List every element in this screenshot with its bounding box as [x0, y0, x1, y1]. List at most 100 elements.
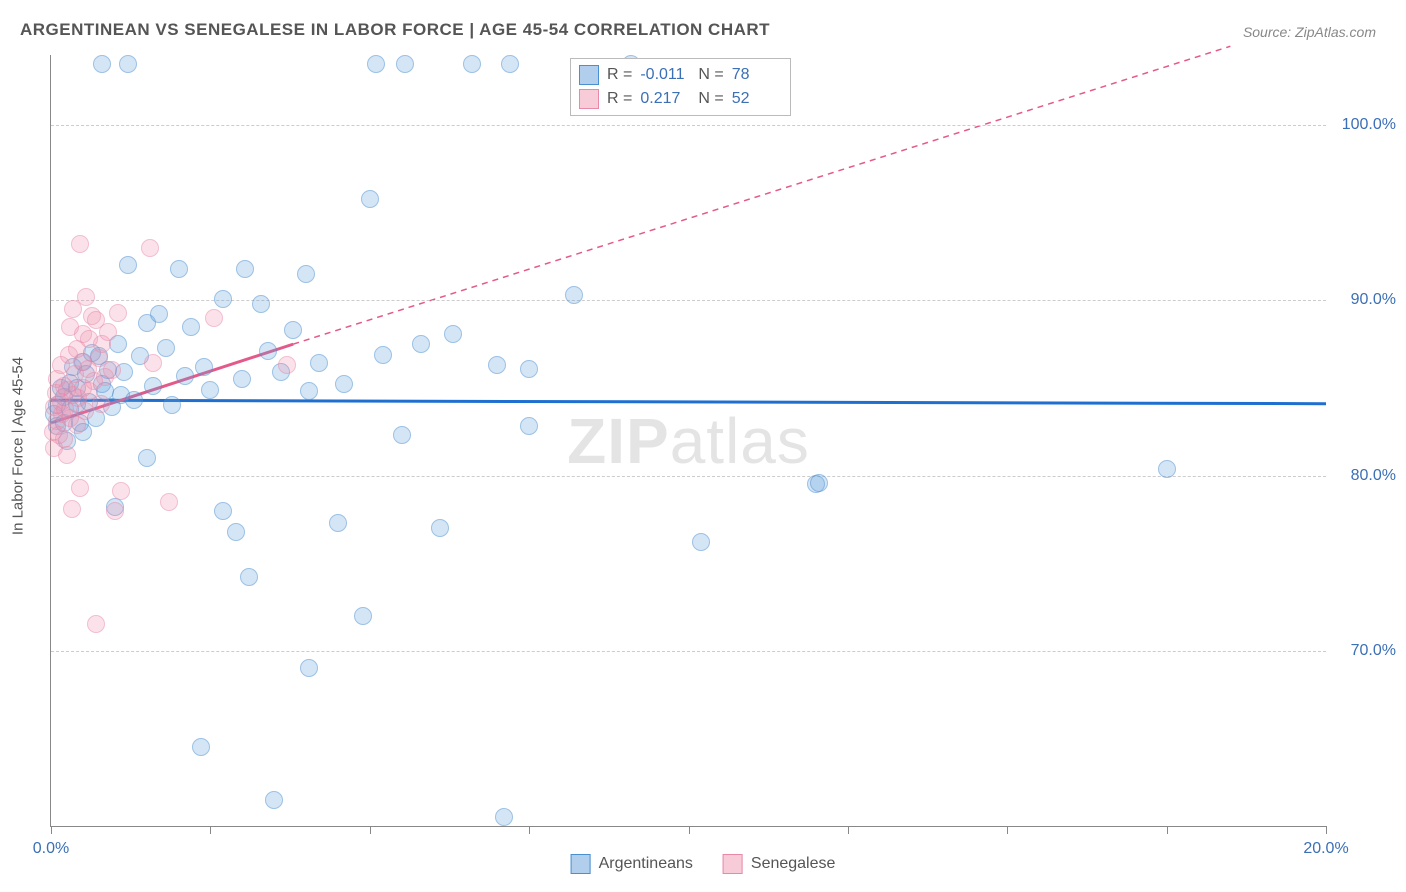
data-point [144, 354, 162, 372]
chart-container: ARGENTINEAN VS SENEGALESE IN LABOR FORCE… [0, 0, 1406, 892]
data-point [170, 260, 188, 278]
data-point [150, 305, 168, 323]
data-point [63, 500, 81, 518]
data-point [520, 360, 538, 378]
data-point [71, 235, 89, 253]
legend-label: Argentineans [599, 855, 693, 873]
xtick [1326, 826, 1327, 834]
data-point [106, 502, 124, 520]
data-point [214, 502, 232, 520]
data-point [125, 391, 143, 409]
legend-label: Senegalese [751, 855, 836, 873]
xtick [848, 826, 849, 834]
data-point [488, 356, 506, 374]
data-point [501, 55, 519, 73]
data-point [109, 304, 127, 322]
data-point [93, 55, 111, 73]
data-point [1158, 460, 1176, 478]
data-point [163, 396, 181, 414]
gridline [51, 125, 1326, 126]
stat-r-value: 0.217 [640, 90, 690, 108]
data-point [284, 321, 302, 339]
data-point [92, 395, 110, 413]
data-point [300, 659, 318, 677]
data-point [160, 493, 178, 511]
data-point [119, 55, 137, 73]
data-point [463, 55, 481, 73]
data-point [297, 265, 315, 283]
data-point [354, 607, 372, 625]
data-point [361, 190, 379, 208]
legend-item: Argentineans [571, 854, 693, 874]
data-point [367, 55, 385, 73]
data-point [157, 339, 175, 357]
data-point [393, 426, 411, 444]
ytick-label: 80.0% [1336, 467, 1396, 485]
stat-r-label: R = [607, 90, 632, 108]
data-point [227, 523, 245, 541]
data-point [810, 474, 828, 492]
trend-lines-svg [51, 55, 1326, 826]
ytick-label: 70.0% [1336, 642, 1396, 660]
xtick [1007, 826, 1008, 834]
xtick [51, 826, 52, 834]
gridline [51, 651, 1326, 652]
xtick [370, 826, 371, 834]
data-point [195, 358, 213, 376]
data-point [58, 446, 76, 464]
data-point [412, 335, 430, 353]
legend-stats-box: R = -0.011 N = 78 R = 0.217 N = 52 [570, 58, 791, 116]
data-point [431, 519, 449, 537]
data-point [77, 288, 95, 306]
y-axis-label: In Labor Force | Age 45-54 [10, 357, 27, 535]
chart-title: ARGENTINEAN VS SENEGALESE IN LABOR FORCE… [20, 20, 770, 40]
gridline [51, 476, 1326, 477]
swatch-icon [579, 65, 599, 85]
stat-n-label: N = [698, 90, 723, 108]
gridline [51, 300, 1326, 301]
data-point [99, 323, 117, 341]
xtick-label: 20.0% [1303, 840, 1348, 858]
data-point [396, 55, 414, 73]
data-point [495, 808, 513, 826]
data-point [236, 260, 254, 278]
data-point [692, 533, 710, 551]
stat-n-value: 52 [732, 90, 782, 108]
stat-r-label: R = [607, 66, 632, 84]
data-point [444, 325, 462, 343]
data-point [310, 354, 328, 372]
data-point [300, 382, 318, 400]
trend-line [51, 400, 1326, 404]
legend-stats-row: R = 0.217 N = 52 [579, 87, 782, 111]
data-point [240, 568, 258, 586]
data-point [71, 479, 89, 497]
data-point [233, 370, 251, 388]
bottom-legend: Argentineans Senegalese [571, 854, 836, 874]
xtick [529, 826, 530, 834]
swatch-icon [723, 854, 743, 874]
data-point [205, 309, 223, 327]
data-point [565, 286, 583, 304]
data-point [182, 318, 200, 336]
legend-stats-row: R = -0.011 N = 78 [579, 63, 782, 87]
stat-n-label: N = [698, 66, 723, 84]
data-point [192, 738, 210, 756]
data-point [141, 239, 159, 257]
plot-area: ZIPatlas 70.0%80.0%90.0%100.0%0.0%20.0% [50, 55, 1326, 827]
data-point [520, 417, 538, 435]
data-point [335, 375, 353, 393]
swatch-icon [571, 854, 591, 874]
data-point [87, 615, 105, 633]
data-point [144, 377, 162, 395]
data-point [259, 342, 277, 360]
source-label: Source: ZipAtlas.com [1243, 24, 1376, 40]
stat-n-value: 78 [732, 66, 782, 84]
data-point [265, 791, 283, 809]
data-point [103, 361, 121, 379]
ytick-label: 100.0% [1336, 116, 1396, 134]
data-point [252, 295, 270, 313]
swatch-icon [579, 89, 599, 109]
data-point [176, 367, 194, 385]
xtick [689, 826, 690, 834]
data-point [201, 381, 219, 399]
